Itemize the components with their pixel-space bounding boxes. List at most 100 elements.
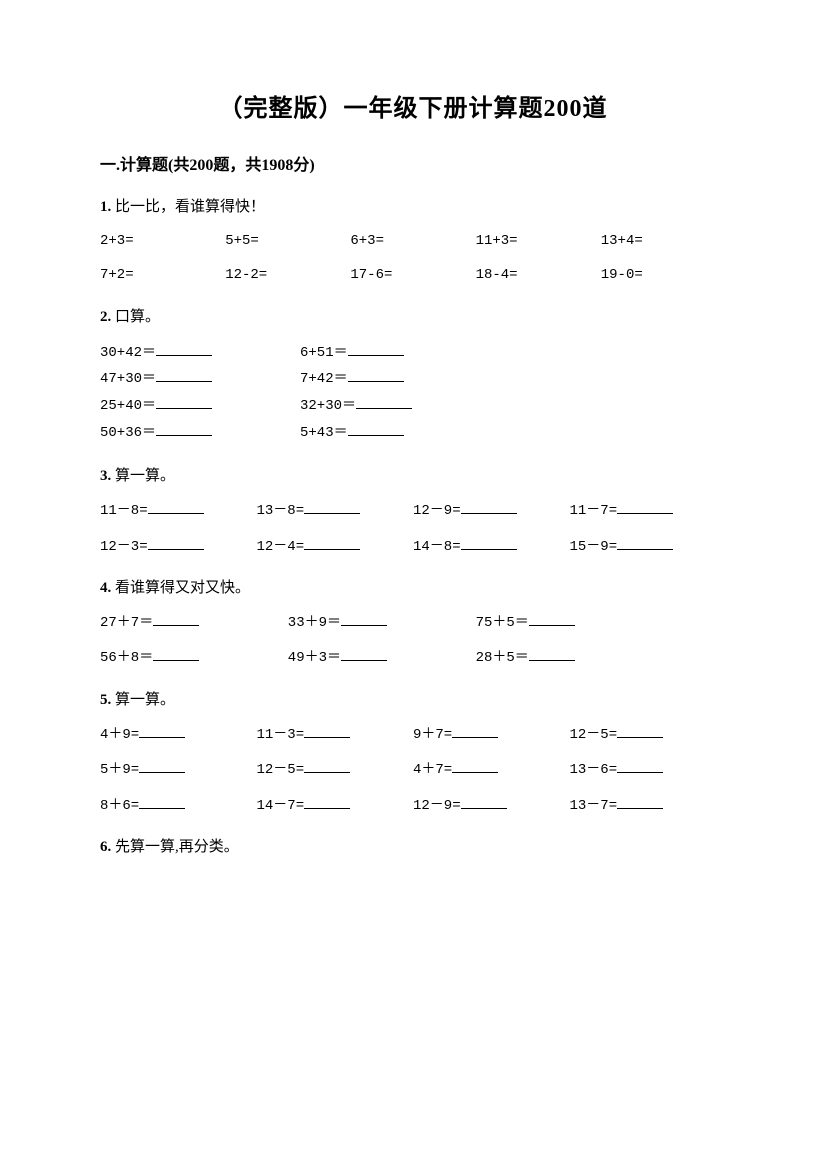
- answer-blank[interactable]: [153, 611, 199, 626]
- q1-row2: 7+2= 12-2= 17-6= 18-4= 19-0=: [100, 264, 726, 286]
- expr: 17-6=: [350, 264, 475, 286]
- expr: 4＋7=: [413, 758, 570, 781]
- answer-blank[interactable]: [348, 367, 404, 382]
- expr: 33＋9＝: [288, 611, 476, 634]
- answer-blank[interactable]: [156, 421, 212, 436]
- q3-row1: 11－8= 13－8= 12－9= 11－7=: [100, 499, 726, 522]
- expr: 30+42＝: [100, 340, 300, 367]
- expr: 2+3=: [100, 230, 225, 252]
- answer-blank[interactable]: [348, 341, 404, 356]
- expr: 5+5=: [225, 230, 350, 252]
- expr: 25+40＝: [100, 393, 300, 420]
- expr: 5＋9=: [100, 758, 257, 781]
- q5-row3: 8＋6= 14－7= 12－9= 13－7=: [100, 794, 726, 817]
- q4-head: 4. 看谁算得又对又快。: [100, 576, 726, 597]
- expr: 32+30＝: [300, 393, 500, 420]
- answer-blank[interactable]: [156, 394, 212, 409]
- expr: 12－4=: [257, 535, 414, 558]
- q5-no: 5.: [100, 692, 111, 708]
- q5-row1: 4＋9= 11－3= 9＋7= 12－5=: [100, 723, 726, 746]
- expr: 27＋7＝: [100, 611, 288, 634]
- expr: 14－8=: [413, 535, 570, 558]
- expr: 12－3=: [100, 535, 257, 558]
- expr: 49＋3＝: [288, 646, 476, 669]
- expr: 7+42＝: [300, 366, 500, 393]
- expr: 6+51＝: [300, 340, 500, 367]
- answer-blank[interactable]: [304, 499, 360, 514]
- q1-row1: 2+3= 5+5= 6+3= 11+3= 13+4=: [100, 230, 726, 252]
- q5-text: 算一算。: [111, 692, 175, 708]
- q2-row: 50+36＝ 5+43＝: [100, 420, 726, 447]
- answer-blank[interactable]: [529, 611, 575, 626]
- answer-blank[interactable]: [461, 499, 517, 514]
- answer-blank[interactable]: [617, 499, 673, 514]
- q4-text: 看谁算得又对又快。: [111, 580, 250, 596]
- expr: 5+43＝: [300, 420, 500, 447]
- q3-no: 3.: [100, 468, 111, 484]
- answer-blank[interactable]: [304, 794, 350, 809]
- q2-text: 口算。: [111, 309, 160, 325]
- answer-blank[interactable]: [461, 535, 517, 550]
- q2-row: 30+42＝ 6+51＝: [100, 340, 726, 367]
- expr: 11+3=: [476, 230, 601, 252]
- expr: 12－5=: [570, 723, 727, 746]
- expr: 13－7=: [570, 794, 727, 817]
- answer-blank[interactable]: [139, 723, 185, 738]
- answer-blank[interactable]: [617, 758, 663, 773]
- q6-text: 先算一算,再分类。: [111, 839, 239, 855]
- answer-blank[interactable]: [348, 421, 404, 436]
- q6-no: 6.: [100, 839, 111, 855]
- expr: 15－9=: [570, 535, 727, 558]
- q5-row2: 5＋9= 12－5= 4＋7= 13－6=: [100, 758, 726, 781]
- q1-head: 1. 比一比，看谁算得快！: [100, 195, 726, 216]
- question-6: 6. 先算一算,再分类。: [100, 835, 726, 856]
- answer-blank[interactable]: [156, 341, 212, 356]
- answer-blank[interactable]: [617, 535, 673, 550]
- expr: 8＋6=: [100, 794, 257, 817]
- answer-blank[interactable]: [452, 758, 498, 773]
- q1-no: 1.: [100, 199, 111, 215]
- q1-text: 比一比，看谁算得快！: [111, 199, 265, 215]
- answer-blank[interactable]: [529, 646, 575, 661]
- answer-blank[interactable]: [461, 794, 507, 809]
- expr: 18-4=: [476, 264, 601, 286]
- page-title: （完整版）一年级下册计算题200道: [100, 88, 726, 123]
- expr: 13－8=: [257, 499, 414, 522]
- q4-row1: 27＋7＝ 33＋9＝ 75＋5＝: [100, 611, 726, 634]
- answer-blank[interactable]: [156, 367, 212, 382]
- answer-blank[interactable]: [139, 794, 185, 809]
- expr: 11－8=: [100, 499, 257, 522]
- expr: 13+4=: [601, 230, 726, 252]
- expr: 11－7=: [570, 499, 727, 522]
- q3-text: 算一算。: [111, 468, 175, 484]
- answer-blank[interactable]: [617, 794, 663, 809]
- expr: 11－3=: [257, 723, 414, 746]
- expr: 12－5=: [257, 758, 414, 781]
- answer-blank[interactable]: [148, 499, 204, 514]
- expr: 56＋8＝: [100, 646, 288, 669]
- q2-row: 47+30＝ 7+42＝: [100, 366, 726, 393]
- q3-head: 3. 算一算。: [100, 464, 726, 485]
- q5-head: 5. 算一算。: [100, 688, 726, 709]
- expr: 12－9=: [413, 794, 570, 817]
- answer-blank[interactable]: [341, 646, 387, 661]
- question-2: 2. 口算。 30+42＝ 6+51＝ 47+30＝ 7+42＝ 25+40＝ …: [100, 305, 726, 446]
- expr: 6+3=: [350, 230, 475, 252]
- q2-head: 2. 口算。: [100, 305, 726, 326]
- question-5: 5. 算一算。 4＋9= 11－3= 9＋7= 12－5= 5＋9= 12－5=…: [100, 688, 726, 817]
- q2-row: 25+40＝ 32+30＝: [100, 393, 726, 420]
- answer-blank[interactable]: [304, 723, 350, 738]
- answer-blank[interactable]: [356, 394, 412, 409]
- answer-blank[interactable]: [452, 723, 498, 738]
- answer-blank[interactable]: [304, 535, 360, 550]
- q6-head: 6. 先算一算,再分类。: [100, 835, 726, 856]
- q4-no: 4.: [100, 580, 111, 596]
- answer-blank[interactable]: [148, 535, 204, 550]
- expr: 28＋5＝: [476, 646, 664, 669]
- expr: 9＋7=: [413, 723, 570, 746]
- answer-blank[interactable]: [153, 646, 199, 661]
- answer-blank[interactable]: [139, 758, 185, 773]
- answer-blank[interactable]: [617, 723, 663, 738]
- answer-blank[interactable]: [341, 611, 387, 626]
- answer-blank[interactable]: [304, 758, 350, 773]
